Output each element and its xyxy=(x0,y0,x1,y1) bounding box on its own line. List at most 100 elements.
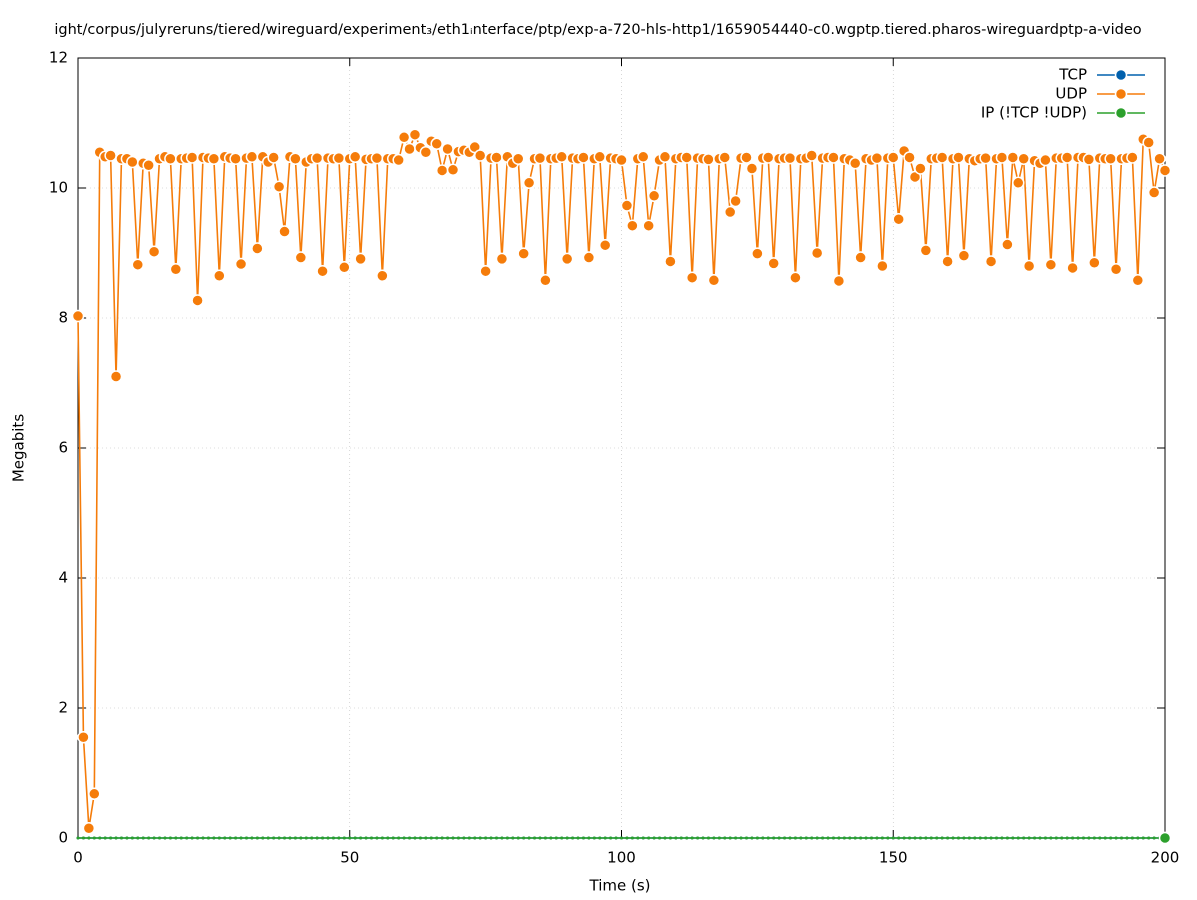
data-point xyxy=(620,199,634,212)
data-point xyxy=(956,836,960,840)
data-point xyxy=(962,836,966,840)
data-point xyxy=(278,225,291,238)
data-point xyxy=(1044,258,1058,271)
data-point xyxy=(82,822,96,835)
data-point xyxy=(767,257,780,270)
data-point xyxy=(864,836,868,840)
data-point xyxy=(446,163,460,177)
data-point xyxy=(435,164,449,177)
data-point xyxy=(1022,836,1026,840)
data-point xyxy=(402,836,406,840)
data-point xyxy=(577,151,590,164)
data-point xyxy=(886,836,890,840)
data-point xyxy=(364,836,368,840)
data-point xyxy=(1005,836,1009,840)
data-point xyxy=(1131,274,1145,287)
data-point xyxy=(1006,151,1020,164)
data-point xyxy=(456,836,460,840)
data-point xyxy=(810,246,824,260)
data-point xyxy=(1000,836,1004,840)
data-point xyxy=(750,836,754,840)
data-point xyxy=(978,836,982,840)
data-point xyxy=(979,151,992,165)
data-point xyxy=(446,836,450,840)
x-axis-label: Time (s) xyxy=(589,877,651,895)
data-point xyxy=(1022,259,1036,273)
legend-label: IP (!TCP !UDP) xyxy=(981,104,1087,122)
legend-label: TCP xyxy=(1058,66,1087,84)
data-point xyxy=(440,836,444,840)
data-point xyxy=(71,309,85,323)
data-point xyxy=(522,176,536,190)
data-point xyxy=(213,269,226,282)
data-point xyxy=(500,836,504,840)
data-point xyxy=(1136,836,1140,840)
data-point xyxy=(1092,836,1096,840)
data-point xyxy=(478,836,482,840)
data-point xyxy=(1109,836,1113,840)
data-point xyxy=(821,836,825,840)
data-point xyxy=(479,264,492,278)
data-point xyxy=(77,731,90,744)
data-point xyxy=(668,836,672,840)
data-point xyxy=(680,151,693,164)
data-point xyxy=(147,245,161,258)
data-point xyxy=(946,836,950,840)
data-point xyxy=(1033,836,1037,840)
data-point xyxy=(484,836,488,840)
data-point xyxy=(109,836,113,840)
y-tick-label: 12 xyxy=(49,49,68,67)
data-point xyxy=(522,836,526,840)
data-point xyxy=(642,219,655,232)
data-point xyxy=(555,150,568,164)
data-point xyxy=(706,836,710,840)
data-point xyxy=(723,836,727,840)
data-point xyxy=(685,271,699,284)
data-point xyxy=(239,836,243,840)
data-point xyxy=(859,836,863,840)
data-point xyxy=(848,836,852,840)
data-point xyxy=(702,153,715,166)
data-point xyxy=(626,219,639,232)
data-point xyxy=(338,261,351,274)
data-point xyxy=(88,787,101,801)
data-point xyxy=(935,836,939,840)
data-point xyxy=(723,205,737,219)
data-point xyxy=(511,152,525,165)
data-point xyxy=(397,131,411,144)
chart-title: ight/corpus/julyreruns/tiered/wireguard/… xyxy=(54,22,1141,38)
data-point xyxy=(892,212,905,226)
data-point xyxy=(696,836,700,840)
data-point xyxy=(995,151,1009,164)
data-point xyxy=(848,157,862,170)
data-point xyxy=(967,836,971,840)
data-point xyxy=(1104,152,1117,165)
data-point xyxy=(424,836,428,840)
data-point xyxy=(554,836,558,840)
data-point xyxy=(853,836,857,840)
data-point xyxy=(1060,151,1074,164)
data-point xyxy=(751,247,764,260)
data-point xyxy=(887,151,900,164)
data-point xyxy=(277,836,281,840)
data-point xyxy=(788,836,792,840)
data-point xyxy=(174,836,178,840)
data-point xyxy=(321,836,325,840)
data-point xyxy=(576,836,580,840)
data-point xyxy=(924,836,928,840)
data-point xyxy=(212,836,216,840)
data-point xyxy=(1012,176,1025,190)
data-point xyxy=(1054,836,1058,840)
data-point xyxy=(1120,836,1124,840)
data-point xyxy=(1125,836,1129,840)
data-point xyxy=(392,153,405,167)
data-point xyxy=(728,836,732,840)
data-point xyxy=(739,836,743,840)
data-point xyxy=(142,159,155,172)
data-point xyxy=(804,836,808,840)
data-point xyxy=(614,836,618,840)
data-point xyxy=(163,836,167,840)
y-tick-label: 8 xyxy=(58,309,68,327)
legend-marker xyxy=(1114,68,1128,82)
